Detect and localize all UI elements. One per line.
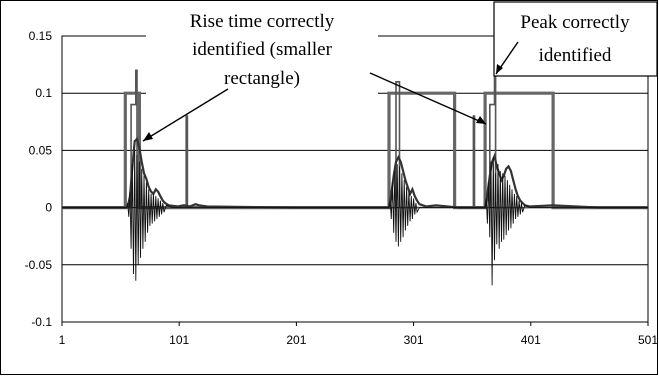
y-tick-label: -0.05 <box>25 258 53 272</box>
envelope-line <box>62 136 648 209</box>
x-tick-label: 101 <box>169 333 189 347</box>
y-tick-label: -0.1 <box>31 315 52 329</box>
x-tick-label: 401 <box>521 333 541 347</box>
rise-annotation-line-3: rectangle) <box>224 68 300 89</box>
rise-annotation-box <box>146 4 378 96</box>
rise-arrow-left <box>142 88 229 142</box>
x-tick-label: 201 <box>286 333 306 347</box>
rise-arrow-left-head <box>143 132 153 141</box>
axes: 0.15 0.1 0.05 0 -0.05 -0.1 1 101 201 301 401 501 <box>25 29 659 347</box>
rise-annotation-line-2: identified (smaller <box>192 39 332 60</box>
peak-annotation-box <box>493 1 658 77</box>
y-tick-label: 0 <box>45 201 52 215</box>
peak-annotation-line-2: identified <box>539 45 612 66</box>
thin-signal-line <box>62 150 648 286</box>
x-tick-label: 301 <box>404 333 424 347</box>
rise-annotation-line-1: Rise time correctly <box>190 11 335 32</box>
x-tick-label: 501 <box>638 333 658 347</box>
x-tick-label: 1 <box>59 333 66 347</box>
rise-arrow-right <box>369 72 487 125</box>
annotations: Rise time correctly identified (smaller … <box>142 1 658 142</box>
y-tick-label: 0.15 <box>29 29 53 43</box>
pulse-line <box>62 69 648 209</box>
rise-arrow-right-head <box>476 116 486 124</box>
peak-annotation-line-1: Peak correctly <box>520 12 630 33</box>
series-layer <box>62 69 648 286</box>
peak-arrow-head <box>496 64 503 74</box>
y-tick-label: 0.05 <box>29 143 53 157</box>
y-tick-label: 0.1 <box>35 86 52 100</box>
detection-rectangle-line <box>62 91 648 210</box>
